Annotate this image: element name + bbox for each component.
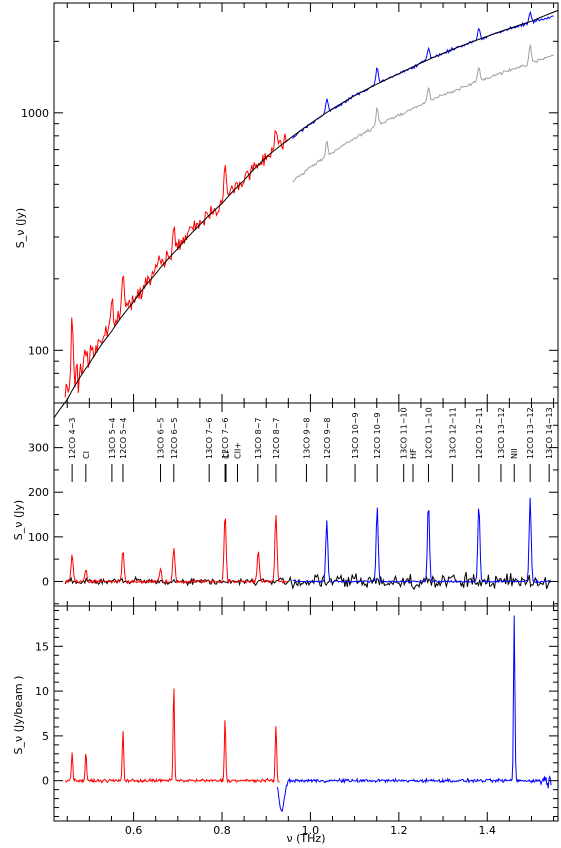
line-id-label: 12CO 4−3 <box>68 418 77 460</box>
x-axis-label: ν (THz) <box>287 832 326 845</box>
line-id-label: 13CO 7−6 <box>205 418 214 460</box>
line-id-label: NII <box>510 448 519 459</box>
middle-panel-ylabel: S_ν (Jy) <box>12 500 25 540</box>
line-id-label: CII+ <box>234 442 243 459</box>
bottom-series-red <box>65 688 280 784</box>
bottom-panel-ylabel: S_ν (Jy/beam ) <box>12 676 25 755</box>
line-id-label: 13CO 14−13 <box>545 407 554 459</box>
middle-series-red <box>64 514 289 585</box>
top-ytick-label: 1000 <box>21 107 49 120</box>
xtick-label: 0.8 <box>213 824 231 837</box>
top-panel-frame <box>53 2 559 404</box>
top-series-blue <box>292 10 554 139</box>
line-id-label: 13CO 9−8 <box>302 418 311 460</box>
line-id-label: HF <box>409 448 418 459</box>
line-id-label: 12CO 12−11 <box>475 407 484 459</box>
bottom-ytick-label: 5 <box>42 730 49 743</box>
chart-marks <box>53 9 559 812</box>
xtick-label: 1.2 <box>390 824 408 837</box>
bottom-ytick-label: 0 <box>42 775 49 788</box>
xtick-label: 0.6 <box>125 824 143 837</box>
middle-ytick-label: 200 <box>28 486 49 499</box>
line-id-label: CI <box>222 451 231 459</box>
line-id-label: 13CO 5−4 <box>108 418 117 460</box>
top-model-curve <box>53 9 559 419</box>
top-series-gray <box>292 44 554 183</box>
line-id-label: 12CO 13−12 <box>526 407 535 459</box>
line-id-label: 12CO 7−6 <box>221 418 230 460</box>
line-id-label: CI <box>82 451 91 459</box>
panel-frames <box>53 2 559 822</box>
axes: 100 1000 0 100 200 300 0 5 10 15 0.6 0.8 1.0 1.2 1.4 <box>21 3 558 837</box>
line-id-label: 13CO 10−9 <box>351 412 360 459</box>
line-id-label: 12CO 10−9 <box>373 412 382 459</box>
middle-ytick-label: 300 <box>28 442 49 455</box>
line-id-label: 13CO 12−11 <box>448 407 457 459</box>
line-id-label: 13CO 8−7 <box>254 418 263 460</box>
top-panel-ylabel: S_ν (Jy) <box>14 208 27 248</box>
bottom-series-blue <box>276 615 552 812</box>
line-id-label: 12CO 9−8 <box>323 418 332 460</box>
line-identifications: 12CO 4−3 CI 13CO 5−4 12CO 5−4 13CO 6−5 12CO 6… <box>68 407 554 482</box>
line-id-label: 12CO 8−7 <box>272 418 281 460</box>
middle-ytick-label: 100 <box>28 531 49 544</box>
top-series-red <box>64 129 289 398</box>
line-id-label: 12CO 11−10 <box>425 407 434 459</box>
middle-series-blue <box>292 497 551 584</box>
xtick-label: 1.4 <box>479 824 497 837</box>
line-id-label: 13CO 13−12 <box>497 407 506 459</box>
middle-ytick-label: 0 <box>42 575 49 588</box>
line-id-label: 12CO 5−4 <box>119 418 128 460</box>
bottom-panel-frame <box>53 605 559 822</box>
xtick-label: 1.0 <box>302 824 320 837</box>
line-id-label: 13CO 6−5 <box>157 418 166 460</box>
line-id-label: 13CO 11−10 <box>400 407 409 459</box>
line-id-label: 12CO 6−5 <box>170 418 179 460</box>
bottom-ytick-label: 15 <box>35 640 49 653</box>
top-ytick-label: 100 <box>28 344 49 357</box>
bottom-ytick-label: 10 <box>35 685 49 698</box>
